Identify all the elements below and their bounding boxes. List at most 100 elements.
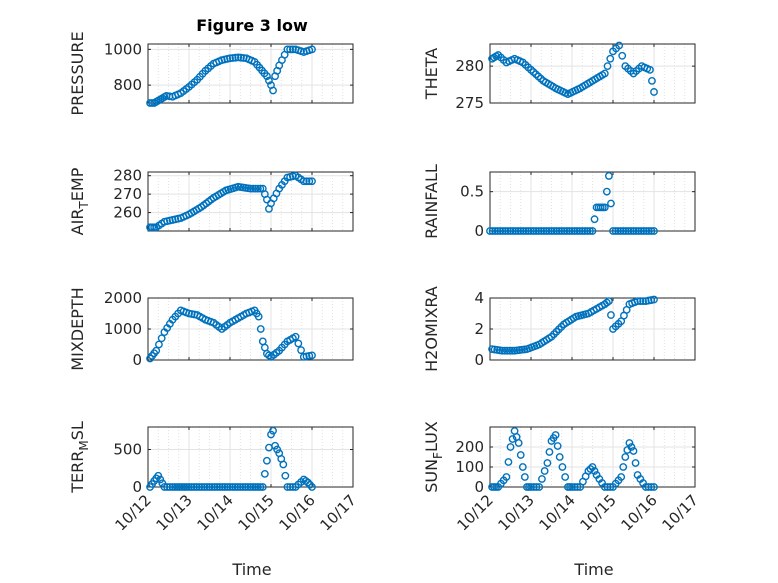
data-point [538, 475, 546, 483]
data-point [262, 72, 271, 81]
data-point [237, 53, 245, 62]
data-point [542, 227, 551, 235]
data-point [498, 227, 507, 235]
data-point [308, 45, 316, 54]
data-point [253, 483, 262, 491]
data-point [152, 346, 161, 355]
data-point [286, 45, 295, 54]
data-point [265, 76, 273, 85]
data-point [501, 227, 510, 235]
data-point [514, 227, 523, 235]
data-point [632, 227, 640, 235]
data-point [498, 346, 507, 355]
data-point [621, 227, 630, 235]
data-point [570, 483, 579, 491]
data-point [281, 471, 290, 480]
data-point [618, 51, 627, 60]
data-point [506, 443, 515, 451]
y-tick-label: 1000 [104, 40, 142, 58]
data-point [251, 483, 260, 491]
data-point [600, 483, 609, 491]
subplot-5: 0 2 4 H2OMIXRA [422, 286, 696, 372]
data-point [634, 227, 643, 235]
data-point [154, 471, 163, 480]
data-point [269, 426, 277, 435]
data-point [586, 465, 595, 473]
y-tick-label: 200 [455, 438, 484, 456]
data-point [650, 88, 658, 96]
y-axis-label-0: PRESSURE [68, 31, 87, 115]
data-point [506, 227, 515, 235]
subplot-3: 0 0.5 RAINFALL [422, 164, 696, 240]
data-point [637, 227, 646, 235]
y-axis-label-4: MIXDEPTH [68, 287, 87, 370]
data-point [228, 54, 237, 62]
data-point [644, 227, 653, 235]
data-point [580, 227, 589, 235]
data-point [297, 346, 305, 355]
data-point [619, 463, 628, 471]
data-point [279, 460, 288, 469]
data-point [223, 483, 232, 491]
data-point [516, 227, 525, 235]
data-point [614, 227, 623, 235]
data-point [253, 184, 262, 193]
data-point [182, 483, 191, 491]
data-point [629, 227, 638, 235]
data-point [260, 469, 269, 478]
data-point [609, 227, 617, 235]
data-point [185, 483, 193, 491]
data-point [578, 227, 587, 235]
y-tick-label: 280 [113, 167, 142, 185]
data-point [283, 45, 292, 54]
data-point [233, 483, 242, 491]
y-tick-label: 100 [455, 458, 484, 476]
data-point [234, 53, 243, 62]
data-point [305, 177, 314, 186]
data-point [568, 483, 576, 491]
data-point [286, 483, 295, 491]
data-point [625, 439, 634, 447]
data-point [647, 483, 656, 491]
data-point [641, 483, 650, 491]
data-point [190, 483, 199, 491]
data-point [606, 483, 615, 491]
data-point [616, 227, 625, 235]
data-point [647, 227, 656, 235]
data-point [505, 346, 514, 355]
data-point [646, 65, 654, 74]
data-point [155, 340, 163, 349]
data-point [158, 479, 167, 488]
data-point [246, 184, 255, 193]
plot-area [490, 44, 695, 103]
data-point [205, 483, 214, 491]
data-point [555, 227, 564, 235]
data-point [602, 187, 611, 196]
y-tick-label: 1000 [104, 320, 142, 338]
data-point [308, 351, 316, 360]
data-point [308, 177, 316, 186]
data-point [303, 478, 312, 487]
data-point [633, 297, 642, 305]
x-axis-label-right: Time [573, 560, 613, 579]
data-point [503, 346, 512, 355]
data-point [226, 54, 234, 63]
data-point [231, 53, 240, 62]
data-point [254, 312, 263, 321]
data-point [543, 459, 552, 467]
data-point [524, 227, 533, 235]
data-point [527, 483, 535, 491]
data-point [607, 311, 615, 319]
data-point [195, 483, 204, 491]
data-point [302, 177, 311, 186]
data-point [509, 227, 517, 235]
y-tick-label: 0 [474, 478, 484, 496]
data-point [504, 458, 513, 466]
data-point [600, 69, 609, 78]
data-point [203, 483, 211, 491]
y-tick-label: 275 [455, 94, 484, 112]
data-point [486, 227, 494, 235]
data-point [535, 483, 544, 491]
data-point [648, 76, 656, 85]
